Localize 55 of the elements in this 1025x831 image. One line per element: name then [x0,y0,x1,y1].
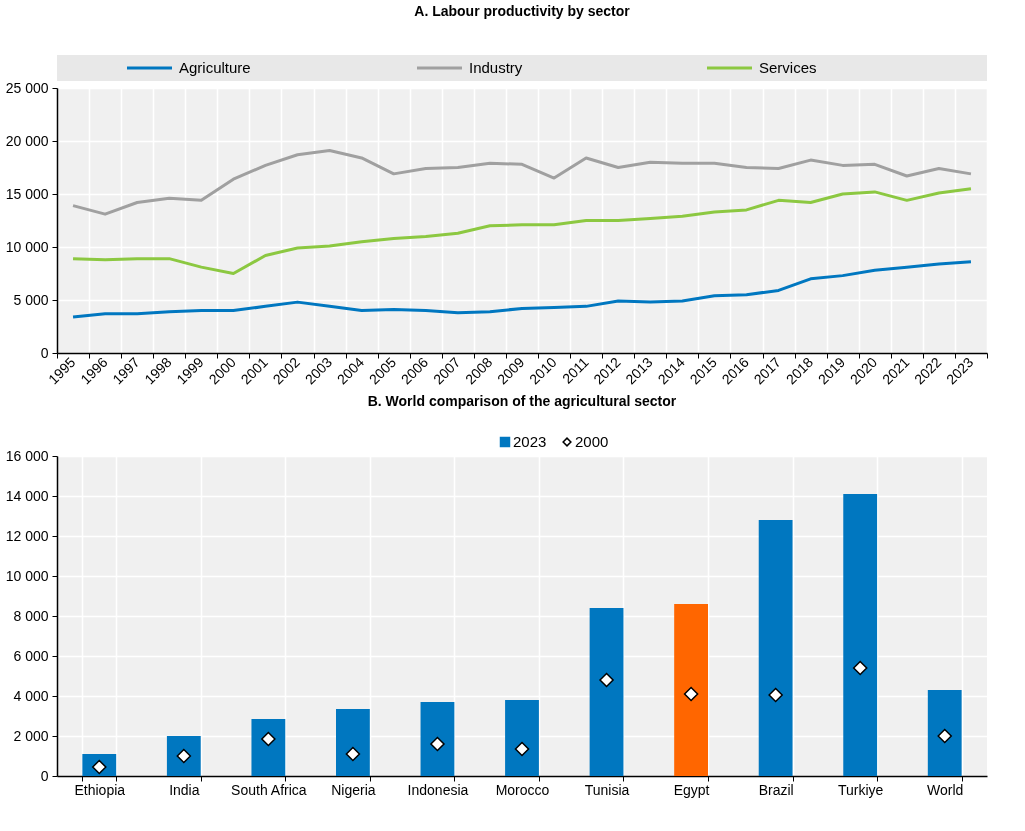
y-tick-label: 0 [40,344,49,361]
bar [420,702,455,776]
x-tick-label: Ethiopia [74,781,126,798]
y-tick-label: 25 000 [5,79,49,96]
point [514,741,530,757]
y-tick-label: 10 000 [5,567,49,584]
x-tick-label: World [927,781,964,798]
legend-label: 2023 [513,433,547,450]
y-tick-label: 2 000 [13,727,49,744]
x-tick-label: Nigeria [331,781,376,798]
y-tick-label: 4 000 [13,687,49,704]
x-tick-label: Turkiye [837,781,884,798]
chart-title: A. Labour productivity by sector [414,3,631,19]
bar [589,608,624,776]
y-tick-label: 10 000 [5,238,49,255]
x-tick-label: Morocco [495,781,550,798]
line-series [71,260,973,319]
y-tick-label: 0 [40,767,49,784]
y-tick-label: 15 000 [5,185,49,202]
x-tick-label: Egypt [673,781,710,798]
y-tick-label: 20 000 [5,132,49,149]
point [852,660,868,676]
y-tick-label: 6 000 [13,647,49,664]
point [683,686,699,702]
line-series [71,149,973,216]
x-tick-label: Tunisia [584,781,630,798]
bar [336,709,370,776]
legend-label: Services [759,59,817,76]
point [599,672,614,688]
y-tick-label: 8 000 [13,607,49,624]
point [345,746,361,762]
legend-label: Agriculture [179,59,251,76]
bar [843,494,878,776]
bar [674,604,708,776]
bar [505,700,539,776]
x-tick-label: Brazil [758,781,794,798]
legend-label: Industry [469,59,523,76]
y-tick-label: 12 000 [5,527,49,544]
x-tick-label: South Africa [231,781,307,798]
y-tick-label: 5 000 [13,291,49,308]
bar [758,520,793,776]
bar [166,736,201,776]
point [430,736,445,752]
point [261,731,276,747]
x-tick-label: India [169,781,200,798]
legend-label: 2000 [575,433,609,450]
bar [927,690,962,776]
point [937,728,952,744]
x-tick-label: Indonesia [407,781,469,798]
line-series [71,187,973,275]
chart-title: B. World comparison of the agricultural sector [367,393,677,409]
point [768,687,783,703]
bar [251,719,286,776]
y-tick-label: 14 000 [5,487,49,504]
y-tick-label: 16 000 [5,447,49,464]
